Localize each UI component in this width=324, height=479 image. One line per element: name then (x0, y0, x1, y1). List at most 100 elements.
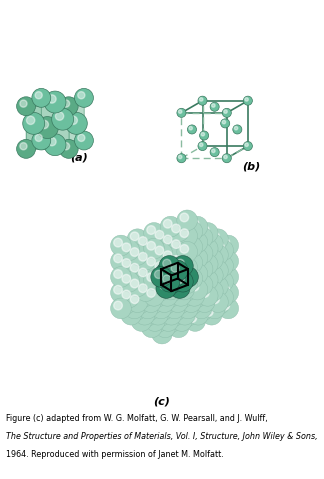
Circle shape (188, 282, 197, 291)
Circle shape (187, 241, 196, 250)
Circle shape (156, 246, 177, 267)
Circle shape (174, 282, 183, 291)
Circle shape (119, 265, 128, 274)
Circle shape (148, 257, 168, 278)
Circle shape (191, 260, 200, 269)
Circle shape (144, 223, 164, 243)
Circle shape (139, 293, 148, 302)
Circle shape (210, 148, 219, 157)
Circle shape (141, 317, 162, 338)
Circle shape (155, 254, 176, 275)
Circle shape (195, 262, 204, 271)
Circle shape (196, 271, 205, 280)
Circle shape (126, 268, 147, 289)
Circle shape (163, 268, 172, 277)
Circle shape (172, 256, 180, 264)
Circle shape (181, 285, 190, 294)
Circle shape (141, 276, 161, 297)
Circle shape (134, 314, 143, 322)
Circle shape (183, 256, 191, 264)
Circle shape (165, 268, 174, 277)
Circle shape (201, 241, 222, 262)
Circle shape (150, 284, 158, 293)
Circle shape (210, 293, 230, 314)
Circle shape (173, 281, 181, 289)
Circle shape (137, 292, 146, 300)
Circle shape (124, 267, 145, 287)
Circle shape (147, 257, 156, 266)
Circle shape (144, 263, 152, 272)
Circle shape (141, 285, 149, 294)
Circle shape (185, 311, 205, 331)
Circle shape (152, 252, 161, 261)
Circle shape (208, 229, 228, 250)
Circle shape (197, 254, 218, 275)
Circle shape (162, 243, 171, 251)
Circle shape (32, 89, 51, 107)
Circle shape (48, 137, 56, 146)
Text: The Structure and Properties of Materials, Vol. I, Structure, John Wiley & Sons,: The Structure and Properties of Material… (6, 432, 318, 441)
Circle shape (180, 260, 189, 269)
Circle shape (143, 287, 151, 296)
Circle shape (175, 241, 195, 262)
Circle shape (163, 315, 172, 324)
Circle shape (145, 248, 165, 268)
Circle shape (119, 256, 140, 276)
Circle shape (143, 271, 151, 280)
Circle shape (157, 263, 166, 272)
Polygon shape (26, 98, 84, 106)
Circle shape (204, 245, 213, 253)
Circle shape (154, 245, 175, 265)
Circle shape (213, 281, 221, 289)
Circle shape (134, 298, 143, 307)
Circle shape (182, 278, 191, 286)
Circle shape (202, 249, 223, 270)
Circle shape (170, 254, 191, 275)
Circle shape (243, 141, 252, 150)
Circle shape (155, 270, 163, 278)
Circle shape (198, 141, 207, 150)
Circle shape (200, 143, 203, 147)
Circle shape (164, 245, 173, 253)
Circle shape (169, 262, 190, 283)
Circle shape (170, 285, 191, 306)
Circle shape (150, 274, 170, 295)
Circle shape (174, 241, 182, 250)
Circle shape (163, 299, 172, 308)
Circle shape (183, 287, 191, 296)
Circle shape (172, 240, 193, 261)
Circle shape (193, 300, 214, 320)
Circle shape (124, 298, 145, 319)
Circle shape (155, 270, 176, 290)
Circle shape (193, 284, 214, 305)
Circle shape (201, 241, 209, 250)
Circle shape (134, 273, 155, 294)
Circle shape (202, 281, 223, 301)
Circle shape (164, 260, 173, 269)
Circle shape (194, 245, 215, 265)
Circle shape (162, 234, 183, 254)
Circle shape (141, 245, 161, 265)
Circle shape (163, 219, 172, 228)
Circle shape (131, 311, 152, 331)
Circle shape (187, 257, 196, 266)
Polygon shape (26, 106, 69, 149)
Circle shape (154, 238, 163, 247)
Circle shape (165, 259, 186, 279)
Circle shape (135, 243, 144, 251)
Circle shape (154, 292, 175, 312)
Circle shape (210, 262, 230, 283)
Circle shape (163, 251, 172, 260)
Circle shape (179, 155, 182, 159)
Circle shape (222, 154, 231, 163)
Circle shape (137, 298, 158, 319)
Circle shape (191, 251, 212, 272)
Circle shape (179, 228, 200, 248)
Circle shape (181, 276, 202, 297)
Circle shape (130, 295, 139, 304)
Circle shape (110, 282, 131, 303)
Circle shape (36, 116, 58, 138)
Circle shape (187, 125, 196, 134)
Circle shape (145, 263, 165, 284)
Circle shape (168, 221, 189, 242)
